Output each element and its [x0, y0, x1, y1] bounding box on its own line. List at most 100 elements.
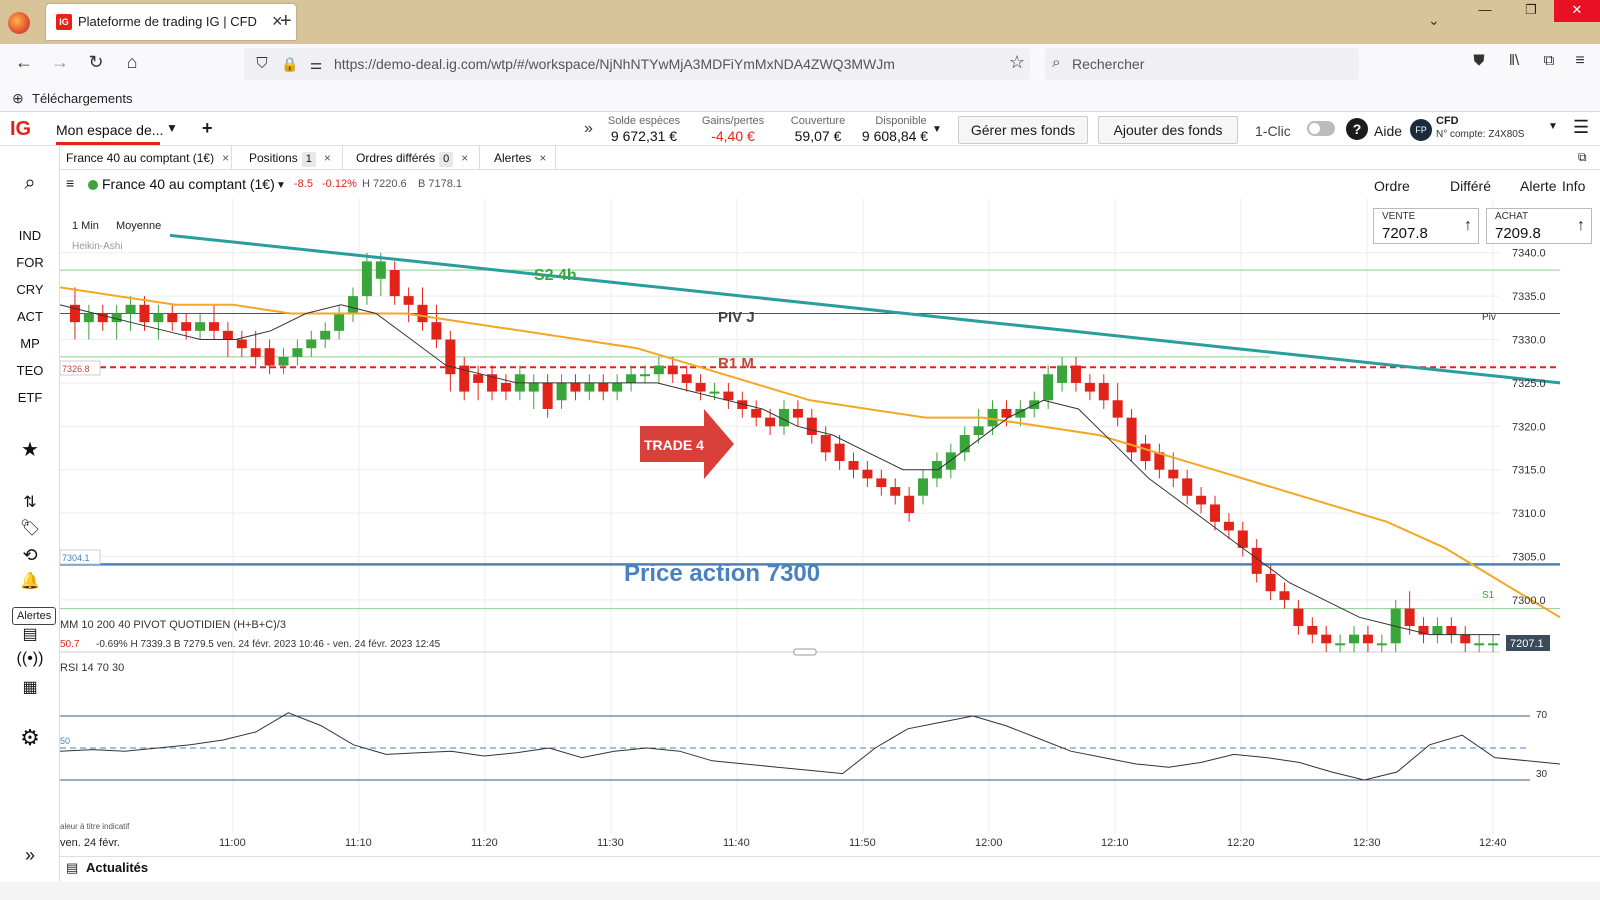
popout-icon[interactable]: ⧉ — [1578, 150, 1587, 164]
shield-icon[interactable]: ⛉ — [256, 55, 268, 72]
list-icon[interactable]: ▤ — [22, 626, 38, 643]
deferred-link[interactable]: Différé — [1450, 178, 1491, 194]
indicators-line[interactable]: MM 10 200 40 PIVOT QUOTIDIEN (H+B+C)/3 — [60, 619, 286, 631]
news-label[interactable]: Actualités — [86, 860, 149, 875]
gear-icon[interactable]: ⚙ — [20, 725, 40, 750]
tab-close-icon[interactable]: × — [272, 11, 283, 31]
forward-icon[interactable]: → — [51, 52, 69, 72]
firefox-menu-icon[interactable] — [8, 12, 30, 34]
url-bar[interactable] — [244, 48, 1030, 80]
tag-icon[interactable]: 🏷 — [19, 520, 41, 537]
add-funds-button[interactable]: Ajouter des fonds — [1098, 116, 1238, 144]
sidebar-item-cry[interactable]: CRY — [16, 282, 44, 297]
sidebar-item-for[interactable]: FOR — [16, 255, 44, 270]
ma10-line — [60, 304, 1500, 636]
maximize-button[interactable]: ❐ — [1525, 2, 1537, 17]
add-workspace-button[interactable]: + — [202, 118, 213, 138]
tab-list-chevron-icon[interactable]: ⌄ — [1428, 12, 1440, 28]
bookmarks-bar — [0, 84, 1600, 112]
lock-icon[interactable]: 🔒 — [281, 56, 299, 72]
tab-market[interactable]: France 40 au comptant (1€) × — [60, 146, 232, 170]
manage-funds-button[interactable]: Gérer mes fonds — [958, 116, 1088, 144]
avatar[interactable]: FP — [1410, 119, 1432, 141]
price-chart[interactable]: 7340.0 7335.0 7330.0 7325.0 7320.0 7315.0 7310… — [60, 198, 1600, 858]
funds-dropdown-icon[interactable]: ▼ — [932, 124, 942, 135]
x-tick-label: 12:00 — [975, 837, 1003, 849]
average-label[interactable]: Moyenne — [116, 220, 161, 232]
x-tick-label: 11:30 — [597, 837, 624, 849]
expand-header-icon[interactable]: » — [584, 120, 593, 137]
reload-icon[interactable]: ↻ — [88, 52, 104, 72]
home-icon[interactable]: ⌂ — [126, 52, 138, 72]
minimize-button[interactable]: — — [1478, 2, 1492, 17]
candle-body — [598, 382, 609, 392]
sidebar-item-teo[interactable]: TEO — [16, 363, 44, 378]
market-name[interactable]: France 40 au comptant (1€) — [102, 176, 275, 192]
chart-menu-icon[interactable]: ≡ — [66, 175, 75, 191]
search-icon[interactable]: ⌕ — [24, 172, 36, 194]
sidebar-item-ind[interactable]: IND — [18, 228, 42, 243]
sidebar-item-mp[interactable]: MP — [20, 336, 40, 351]
workspace-dropdown-icon[interactable]: ▼ — [166, 121, 178, 135]
search-icon: ⌕ — [1052, 54, 1061, 71]
transfer-icon[interactable]: ⇅ — [23, 494, 37, 511]
help-icon[interactable]: ? — [1346, 118, 1368, 140]
y-tick-label: 7335.0 — [1512, 291, 1546, 303]
date-label: ven. 24 févr. — [60, 837, 120, 849]
tab-positions[interactable]: Positions 1 × — [243, 146, 343, 170]
close-icon[interactable]: × — [323, 151, 331, 165]
new-tab-button[interactable]: + — [280, 10, 292, 32]
downloads-bookmark[interactable]: Téléchargements — [32, 91, 133, 106]
account-type: CFD — [1436, 115, 1459, 127]
candle-body — [1321, 634, 1332, 644]
market-low: B 7178.1 — [418, 178, 463, 190]
permissions-icon[interactable]: ⚌ — [309, 56, 323, 72]
browser-search-placeholder[interactable]: Rechercher — [1072, 56, 1145, 72]
close-window-button[interactable]: ✕ — [1554, 0, 1600, 22]
rsi-line[interactable]: RSI 14 70 30 — [60, 662, 124, 674]
account-dropdown-icon[interactable]: ▼ — [1548, 121, 1558, 132]
library-icon[interactable]: ‖\ — [1508, 52, 1520, 69]
sidebar — [0, 146, 60, 900]
alert-link[interactable]: Alerte — [1520, 178, 1557, 194]
close-icon[interactable]: × — [461, 151, 469, 165]
candle-body — [431, 322, 442, 340]
interval-label[interactable]: 1 Min — [72, 220, 99, 232]
close-icon[interactable]: × — [539, 151, 547, 165]
one-click-toggle[interactable] — [1307, 121, 1335, 136]
candle-body — [153, 313, 164, 323]
tab-alerts[interactable]: Alertes × — [488, 146, 556, 170]
bookmark-star-icon[interactable]: ☆ — [1008, 52, 1026, 72]
order-link[interactable]: Ordre — [1374, 178, 1410, 194]
tab-orders[interactable]: Ordres différés 0 × — [350, 146, 480, 170]
piv-small-label: Piv — [1482, 312, 1496, 323]
candle-body — [125, 304, 136, 314]
market-dropdown-icon[interactable]: ▼ — [276, 180, 286, 191]
app-menu-icon[interactable]: ≡ — [1575, 52, 1585, 69]
main-menu-icon[interactable]: ☰ — [1573, 117, 1590, 137]
panel-resize-handle[interactable] — [793, 648, 817, 656]
extensions-icon[interactable]: ⧉ — [1543, 52, 1555, 69]
tab-market-label: France 40 au comptant (1€) — [66, 151, 215, 165]
expand-sidebar-icon[interactable]: » — [24, 845, 35, 865]
star-icon[interactable]: ★ — [21, 439, 39, 461]
bell-icon[interactable]: 🔔 — [20, 573, 40, 590]
history-icon[interactable]: ⟲ — [22, 545, 38, 565]
close-icon[interactable]: × — [222, 151, 230, 165]
back-icon[interactable]: ← — [15, 52, 33, 72]
candle-body — [1154, 452, 1165, 470]
broadcast-icon[interactable]: ((•)) — [16, 650, 44, 667]
browser-tab[interactable]: IG Plateforme de trading IG | CFD × — [46, 4, 296, 40]
info-link[interactable]: Info — [1562, 178, 1586, 194]
help-label[interactable]: Aide — [1374, 123, 1403, 139]
candle-body — [83, 313, 94, 323]
sell-box[interactable]: VENTE 7207.8 ↑ — [1373, 208, 1479, 244]
url-text[interactable]: https://demo-deal.ig.com/wtp/#/workspace… — [334, 56, 895, 72]
browser-search-box[interactable] — [1045, 48, 1359, 80]
sidebar-item-etf[interactable]: ETF — [17, 390, 43, 405]
buy-box[interactable]: ACHAT 7209.8 ↑ — [1486, 208, 1592, 244]
pocket-icon[interactable]: ⛊ — [1473, 52, 1485, 69]
sidebar-item-act[interactable]: ACT — [17, 309, 43, 324]
workspace-name[interactable]: Mon espace de... — [56, 122, 164, 138]
calendar-icon[interactable]: ▦ — [22, 679, 38, 696]
